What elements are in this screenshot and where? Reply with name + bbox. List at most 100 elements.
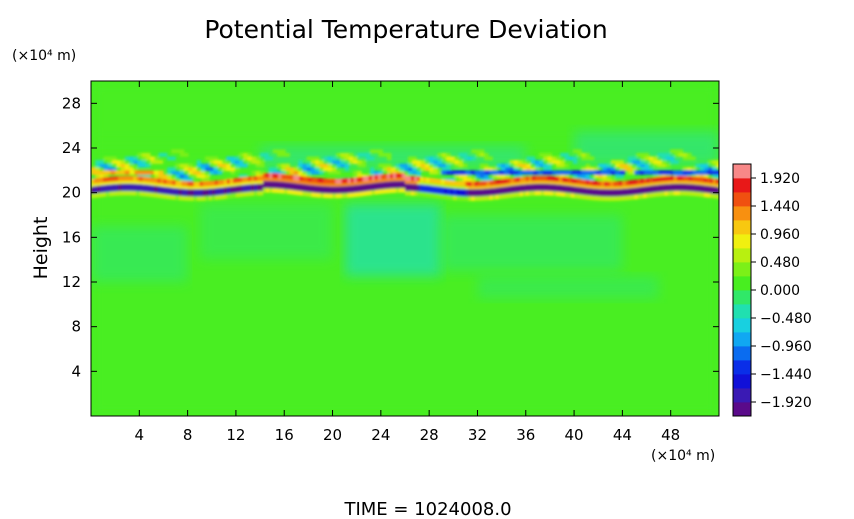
wave-cell [678, 152, 684, 157]
band-positive-cell [528, 176, 533, 182]
band-positive-cell [622, 180, 626, 186]
band-secondary-cell [716, 170, 719, 175]
band-lower-cell [655, 192, 659, 197]
band-light-cell [414, 181, 418, 185]
wave-cell [230, 167, 236, 172]
band-lower-cell [139, 191, 143, 196]
band-positive-cell [577, 179, 581, 185]
wave-cell [653, 156, 658, 161]
band-light-cell [531, 181, 536, 184]
band-light-cell [353, 182, 357, 186]
band-lower-cell [157, 193, 161, 198]
band-lower-cell [619, 196, 623, 201]
band-light-cell [281, 179, 285, 182]
wave-cell [353, 156, 358, 161]
band-lower-cell [181, 196, 185, 201]
colorbar-swatch [733, 206, 751, 221]
band-light-cell [127, 180, 131, 184]
wave-cell [247, 156, 252, 161]
band-negative-cell [420, 184, 424, 192]
band-light-cell [311, 182, 315, 186]
wave-cell [386, 152, 392, 157]
band-lower-cell [320, 193, 324, 198]
band-negative-cell [359, 184, 364, 192]
wave-cell [572, 149, 578, 154]
band-negative-cell [465, 189, 469, 197]
band-secondary-cell [533, 170, 539, 175]
band-negative-cell [634, 187, 638, 195]
band-light-cell [498, 184, 502, 188]
band-positive-cell [589, 180, 593, 186]
band-lower-cell [272, 188, 276, 193]
wave-cell [479, 152, 485, 157]
band-light-cell [565, 182, 569, 186]
wave-cell [310, 170, 316, 175]
wave-cell [589, 156, 595, 161]
band-light-cell [181, 186, 185, 189]
band-lower-cell [130, 191, 134, 196]
colorbar-swatch [733, 318, 751, 333]
band-secondary-cell [566, 170, 572, 175]
wave-cell [281, 152, 286, 157]
band-lower-cell [465, 196, 469, 201]
band-positive-cell [616, 181, 620, 187]
band-light-cell [537, 180, 542, 184]
band-positive-cell [332, 178, 336, 184]
wave-cell [183, 174, 189, 179]
band-positive-cell [546, 176, 551, 182]
wave-cell [268, 156, 274, 161]
band-negative-cell [685, 183, 690, 192]
band-negative-cell [302, 184, 306, 192]
band-lower-cell [670, 191, 675, 196]
wave-cell [712, 163, 717, 168]
wave-cell [112, 167, 117, 172]
band-negative-cell [299, 183, 303, 192]
band-negative-cell [112, 184, 116, 192]
wave-cell [496, 163, 502, 168]
band-positive-cell [217, 180, 222, 186]
band-lower-cell [232, 193, 237, 198]
band-light-cell [172, 185, 176, 189]
band-lower-cell [106, 192, 110, 197]
wave-cell [644, 167, 650, 172]
band-lower-cell [326, 193, 330, 199]
wave-cell [175, 170, 181, 175]
band-lower-cell [513, 192, 518, 198]
band-negative-cell [136, 184, 140, 192]
wave-cell [594, 174, 599, 179]
wave-cell [547, 152, 553, 157]
band-light-cell [374, 179, 379, 183]
wave-cell [424, 163, 430, 168]
wave-cell [171, 156, 176, 161]
wave-cell [327, 160, 333, 164]
wave-cell [293, 170, 299, 175]
wave-cell [454, 156, 460, 161]
wave-cell [382, 152, 388, 157]
colorbar-tick-label: −1.440 [760, 367, 812, 383]
band-negative-cell [453, 188, 457, 196]
band-negative-cell [640, 186, 644, 195]
band-negative-cell [682, 183, 687, 192]
wave-cell [585, 163, 591, 168]
band-light-cell [214, 185, 219, 189]
wave-cell [539, 160, 544, 164]
x-tick-label: 36 [516, 426, 535, 444]
band-light-cell [450, 185, 454, 189]
band-positive-cell [405, 175, 409, 181]
band-positive-cell [377, 174, 382, 180]
wave-cell [213, 156, 219, 161]
wave-cell [606, 167, 612, 172]
band-light-cell [109, 181, 113, 185]
wave-cell [357, 170, 362, 175]
band-positive-cell [676, 175, 681, 181]
band-negative-cell [498, 187, 502, 195]
wave-cell [450, 160, 455, 164]
band-lower-cell [534, 191, 539, 196]
wave-cell [479, 174, 485, 179]
band-negative-cell [459, 188, 463, 197]
band-lower-cell [571, 193, 575, 198]
band-light-cell [682, 181, 687, 184]
band-light-cell [685, 181, 690, 184]
band-negative-cell [423, 184, 427, 193]
band-positive-cell [127, 175, 131, 181]
